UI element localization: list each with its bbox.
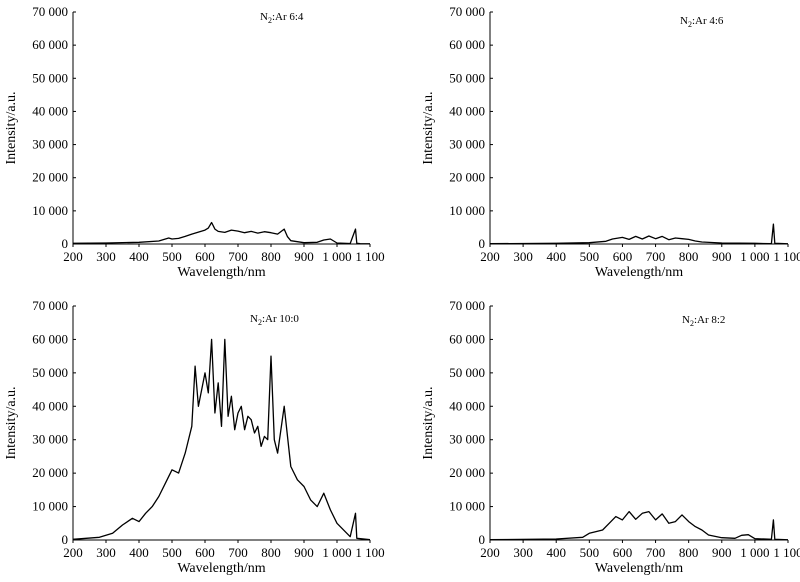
y-tick-label: 10 000 — [32, 203, 68, 218]
y-tick-label: 60 000 — [449, 37, 485, 52]
x-tick-label: 700 — [228, 545, 248, 560]
x-tick-label: 1 100 — [773, 545, 800, 560]
y-tick-label: 40 000 — [32, 103, 68, 118]
y-tick-label: 50 000 — [32, 70, 68, 85]
x-axis-label: Wavelength/nm — [177, 265, 265, 280]
x-tick-label: 500 — [162, 545, 182, 560]
spectrum-panel: 0 10 000 20 000 30 000 40 000 50 000 60 000 70 … — [4, 298, 385, 576]
x-tick-label: 400 — [546, 545, 566, 560]
x-tick-label: 700 — [646, 545, 666, 560]
y-tick-label: 70 000 — [449, 298, 485, 313]
y-tick-label: 0 — [62, 236, 69, 251]
y-tick-label: 30 000 — [449, 137, 485, 152]
x-tick-label: 300 — [513, 545, 533, 560]
y-axis-label: Intensity/a.u. — [421, 91, 436, 164]
spectrum-line — [72, 221, 371, 245]
y-tick-label: 70 000 — [449, 4, 485, 19]
x-tick-label: 1 000 — [740, 249, 769, 264]
y-tick-label: 0 — [479, 236, 486, 251]
y-tick-label: 10 000 — [449, 203, 485, 218]
x-axis-label: Wavelength/nm — [595, 561, 683, 576]
x-tick-label: 300 — [513, 249, 533, 264]
x-tick-label: 700 — [228, 249, 248, 264]
x-axis-label: Wavelength/nm — [177, 561, 265, 576]
y-tick-label: 10 000 — [32, 499, 68, 514]
y-tick-label: 60 000 — [32, 331, 68, 346]
y-tick-label: 50 000 — [32, 365, 68, 380]
y-tick-label: 20 000 — [32, 465, 68, 480]
y-tick-label: 30 000 — [32, 432, 68, 447]
x-tick-label: 1 100 — [773, 249, 800, 264]
x-tick-label: 700 — [646, 249, 666, 264]
ratio-annotation: N2:Ar 8:2 — [682, 314, 725, 328]
x-tick-label: 1 000 — [322, 249, 351, 264]
x-tick-label: 600 — [195, 545, 215, 560]
x-tick-label: 900 — [294, 249, 314, 264]
x-tick-label: 400 — [546, 249, 566, 264]
x-tick-label: 500 — [162, 249, 182, 264]
x-tick-label: 600 — [613, 545, 633, 560]
x-tick-label: 800 — [679, 545, 699, 560]
y-tick-label: 40 000 — [449, 103, 485, 118]
y-tick-label: 40 000 — [32, 398, 68, 413]
x-tick-label: 200 — [480, 249, 500, 264]
x-tick-label: 800 — [261, 249, 281, 264]
x-tick-label: 400 — [129, 249, 149, 264]
x-tick-label: 300 — [96, 545, 116, 560]
x-tick-label: 800 — [679, 249, 699, 264]
spectrum-line — [489, 510, 789, 541]
x-tick-label: 400 — [129, 545, 149, 560]
x-tick-label: 200 — [63, 249, 83, 264]
spectrum-panel: 0 10 000 20 000 30 000 40 000 50 000 60 000 70 … — [421, 298, 800, 576]
x-tick-label: 1 100 — [355, 249, 384, 264]
y-tick-label: 0 — [479, 532, 486, 547]
x-tick-label: 900 — [712, 545, 732, 560]
x-tick-label: 600 — [195, 249, 215, 264]
ratio-annotation: N2:Ar 10:0 — [250, 313, 299, 327]
y-axis-label: Intensity/a.u. — [421, 386, 436, 459]
y-tick-label: 20 000 — [32, 170, 68, 185]
y-tick-label: 20 000 — [449, 170, 485, 185]
y-tick-label: 60 000 — [449, 331, 485, 346]
spectrum-panel: 0 10 000 20 000 30 000 40 000 50 000 60 000 70 … — [421, 4, 800, 280]
y-tick-label: 60 000 — [32, 37, 68, 52]
y-tick-label: 70 000 — [32, 298, 68, 313]
y-tick-label: 10 000 — [449, 499, 485, 514]
y-tick-label: 70 000 — [32, 4, 68, 19]
x-tick-label: 200 — [480, 545, 500, 560]
y-tick-label: 30 000 — [449, 432, 485, 447]
y-tick-label: 40 000 — [449, 398, 485, 413]
ratio-annotation: N2:Ar 4:6 — [680, 15, 724, 29]
x-tick-label: 300 — [96, 249, 116, 264]
x-tick-label: 500 — [580, 249, 600, 264]
x-tick-label: 1 000 — [322, 545, 351, 560]
x-tick-label: 800 — [261, 545, 281, 560]
y-axis-label: Intensity/a.u. — [4, 91, 19, 164]
x-tick-label: 1 000 — [740, 545, 769, 560]
y-tick-label: 20 000 — [449, 465, 485, 480]
x-axis-label: Wavelength/nm — [595, 265, 683, 280]
x-tick-label: 200 — [63, 545, 83, 560]
y-axis-label: Intensity/a.u. — [4, 386, 19, 459]
x-tick-label: 900 — [712, 249, 732, 264]
x-tick-label: 600 — [613, 249, 633, 264]
x-tick-label: 900 — [294, 545, 314, 560]
spectrum-line — [489, 223, 789, 245]
x-tick-label: 500 — [580, 545, 600, 560]
spectrum-panel: 0 10 000 20 000 30 000 40 000 50 000 60 000 70 … — [4, 4, 385, 280]
y-tick-label: 0 — [62, 532, 69, 547]
spectrum-line — [72, 338, 371, 541]
y-tick-label: 50 000 — [449, 70, 485, 85]
y-tick-label: 30 000 — [32, 137, 68, 152]
ratio-annotation: N2:Ar 6:4 — [260, 11, 304, 25]
x-tick-label: 1 100 — [355, 545, 384, 560]
y-tick-label: 50 000 — [449, 365, 485, 380]
